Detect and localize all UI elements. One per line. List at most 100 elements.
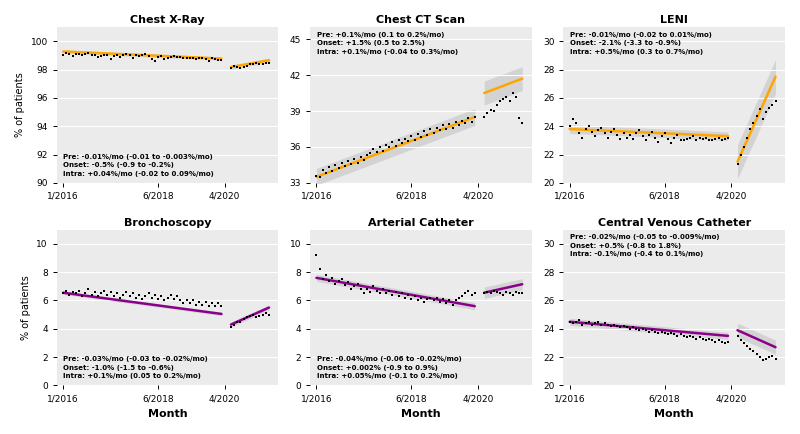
Point <box>377 286 390 293</box>
Point <box>155 293 168 300</box>
Point <box>146 56 158 63</box>
Point <box>741 134 754 141</box>
Point <box>462 287 475 294</box>
X-axis label: Month: Month <box>654 409 694 419</box>
Point <box>98 51 110 58</box>
Point <box>335 276 348 283</box>
Point <box>177 55 190 62</box>
Point <box>649 328 662 335</box>
Point <box>484 106 497 113</box>
Point <box>427 297 440 304</box>
Point <box>316 276 329 283</box>
Point <box>468 114 481 121</box>
Point <box>652 138 665 145</box>
Point <box>398 294 411 301</box>
Point <box>430 294 443 301</box>
Point <box>678 332 690 339</box>
Point <box>180 297 193 304</box>
Point <box>589 320 602 327</box>
Point <box>174 297 186 304</box>
Point <box>165 291 178 298</box>
Point <box>411 297 424 304</box>
Point <box>421 296 434 302</box>
Point <box>579 320 592 327</box>
Point <box>231 318 244 325</box>
Point <box>655 328 668 335</box>
Point <box>757 116 770 123</box>
Point <box>678 137 690 144</box>
Point <box>250 314 262 321</box>
Point <box>262 311 275 318</box>
Point <box>228 321 241 328</box>
Point <box>684 134 697 141</box>
Point <box>314 266 326 273</box>
Point <box>440 300 453 307</box>
Point <box>392 136 405 143</box>
Point <box>592 318 605 325</box>
Point <box>769 97 782 104</box>
Point <box>481 110 494 117</box>
Point <box>453 122 466 129</box>
Point <box>582 318 595 325</box>
Point <box>586 128 598 135</box>
Point <box>614 324 626 331</box>
Point <box>364 289 377 296</box>
Point <box>361 286 374 293</box>
Point <box>389 289 402 296</box>
Point <box>146 294 158 301</box>
Point <box>456 293 469 300</box>
Point <box>167 296 180 302</box>
Point <box>231 64 244 71</box>
Point <box>500 289 513 296</box>
Point <box>633 127 646 134</box>
Point <box>91 293 104 300</box>
Point <box>503 98 516 105</box>
Point <box>370 148 383 155</box>
Point <box>639 327 652 334</box>
Text: Pre: -0.03%/mo (-0.03 to -0.02%/mo)
Onset: -1.0% (-1.5 to -0.6%)
Intra: +0.1%/mo: Pre: -0.03%/mo (-0.03 to -0.02%/mo) Onse… <box>63 356 208 379</box>
Point <box>633 327 646 334</box>
Point <box>256 61 269 68</box>
Point <box>579 125 592 132</box>
Point <box>183 300 196 307</box>
Point <box>497 95 510 102</box>
Point <box>250 60 262 67</box>
Point <box>383 144 396 151</box>
Point <box>86 291 98 298</box>
Point <box>126 54 139 61</box>
Point <box>718 135 731 142</box>
Point <box>209 302 222 309</box>
Point <box>516 290 529 297</box>
Point <box>712 134 725 141</box>
Point <box>636 133 649 140</box>
Point <box>126 290 139 297</box>
Point <box>418 299 430 306</box>
Point <box>206 300 218 307</box>
Point <box>158 297 171 304</box>
Point <box>89 52 102 59</box>
Point <box>573 130 586 137</box>
Point <box>374 144 386 151</box>
Point <box>66 289 79 296</box>
Point <box>582 123 595 130</box>
Point <box>718 339 731 346</box>
Point <box>750 351 763 358</box>
Point <box>256 311 269 318</box>
Point <box>715 137 728 144</box>
Point <box>104 56 117 63</box>
Point <box>120 289 133 296</box>
Point <box>754 354 766 361</box>
Point <box>494 98 506 105</box>
Title: Chest X-Ray: Chest X-Ray <box>130 15 205 25</box>
Point <box>319 170 332 177</box>
Point <box>326 274 338 281</box>
Point <box>760 355 773 362</box>
Point <box>310 172 323 179</box>
Point <box>453 294 466 301</box>
Point <box>228 62 241 69</box>
Point <box>114 53 126 60</box>
Point <box>418 128 430 135</box>
Point <box>123 52 136 59</box>
Point <box>186 55 199 62</box>
Point <box>98 287 110 294</box>
